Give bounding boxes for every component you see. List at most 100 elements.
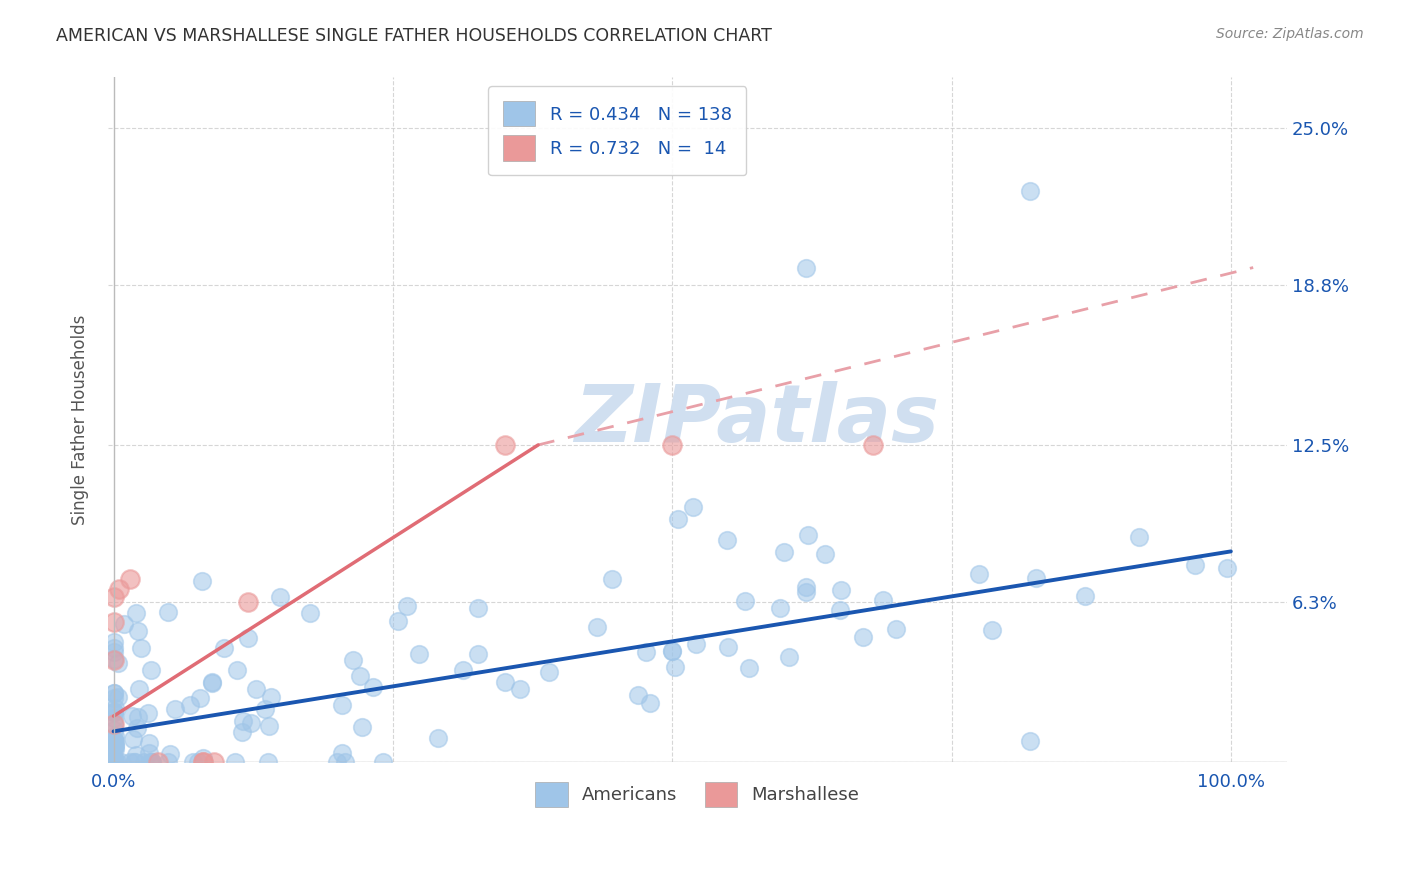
Point — [103, 733, 125, 747]
Point — [103, 590, 125, 604]
Point — [141, 755, 163, 769]
Point — [103, 755, 125, 769]
Point — [253, 702, 276, 716]
Point — [1128, 530, 1150, 544]
Point — [131, 640, 153, 655]
Point — [104, 729, 127, 743]
Point — [104, 739, 127, 754]
Point — [104, 735, 127, 749]
Point — [163, 702, 186, 716]
Point — [350, 720, 373, 734]
Point — [103, 615, 125, 630]
Point — [104, 738, 127, 752]
Point — [586, 619, 609, 633]
Point — [187, 755, 209, 769]
Point — [1074, 590, 1097, 604]
Point — [349, 669, 371, 683]
Point — [157, 605, 180, 619]
Point — [537, 665, 560, 679]
Text: AMERICAN VS MARSHALLESE SINGLE FATHER HOUSEHOLDS CORRELATION CHART: AMERICAN VS MARSHALLESE SINGLE FATHER HO… — [56, 27, 772, 45]
Point — [120, 755, 142, 769]
Point — [141, 663, 163, 677]
Point — [200, 676, 222, 690]
Point — [139, 755, 162, 769]
Point — [797, 528, 820, 542]
Point — [103, 755, 125, 769]
Point — [103, 690, 125, 705]
Point — [494, 438, 516, 452]
Point — [201, 674, 224, 689]
Point — [426, 731, 449, 745]
Point — [191, 755, 214, 769]
Point — [103, 750, 125, 764]
Point — [661, 644, 683, 658]
Point — [103, 640, 125, 655]
Point — [103, 645, 125, 659]
Point — [124, 755, 146, 769]
Point — [661, 644, 683, 658]
Point — [138, 736, 160, 750]
Point — [103, 741, 125, 756]
Point — [125, 747, 148, 762]
Point — [245, 681, 267, 696]
Point — [179, 698, 201, 712]
Point — [125, 607, 148, 621]
Point — [638, 696, 661, 710]
Point — [108, 582, 131, 597]
Point — [127, 710, 149, 724]
Point — [103, 705, 125, 719]
Point — [103, 711, 125, 725]
Point — [387, 614, 409, 628]
Point — [666, 512, 689, 526]
Point — [773, 545, 796, 559]
Point — [408, 647, 430, 661]
Point — [103, 686, 125, 700]
Point — [156, 755, 179, 769]
Point — [299, 607, 322, 621]
Point — [103, 752, 125, 766]
Point — [467, 647, 489, 661]
Point — [778, 649, 800, 664]
Point — [103, 705, 125, 719]
Point — [103, 717, 125, 731]
Point — [103, 723, 125, 738]
Point — [872, 593, 894, 607]
Point — [451, 664, 474, 678]
Point — [103, 755, 125, 769]
Point — [231, 725, 253, 739]
Point — [103, 755, 125, 769]
Point — [122, 755, 145, 769]
Point — [114, 616, 136, 631]
Point — [794, 585, 817, 599]
Point — [110, 755, 132, 769]
Point — [738, 661, 761, 675]
Point — [103, 733, 125, 747]
Point — [236, 631, 259, 645]
Point — [190, 574, 212, 588]
Point — [794, 260, 817, 275]
Point — [1184, 558, 1206, 572]
Point — [830, 582, 852, 597]
Point — [1018, 185, 1040, 199]
Point — [128, 682, 150, 697]
Point — [139, 755, 162, 769]
Point — [141, 755, 163, 769]
Point — [333, 755, 356, 769]
Text: ZIPatlas: ZIPatlas — [574, 381, 939, 458]
Point — [202, 755, 225, 769]
Point — [120, 572, 142, 586]
Point — [981, 623, 1004, 637]
Point — [769, 601, 792, 615]
Point — [103, 635, 125, 649]
Point — [103, 741, 125, 756]
Point — [330, 746, 353, 760]
Point — [103, 653, 125, 667]
Point — [828, 603, 851, 617]
Point — [232, 714, 254, 728]
Point — [509, 681, 531, 696]
Point — [122, 731, 145, 746]
Point — [794, 581, 817, 595]
Point — [212, 640, 235, 655]
Point — [814, 547, 837, 561]
Point — [862, 438, 884, 452]
